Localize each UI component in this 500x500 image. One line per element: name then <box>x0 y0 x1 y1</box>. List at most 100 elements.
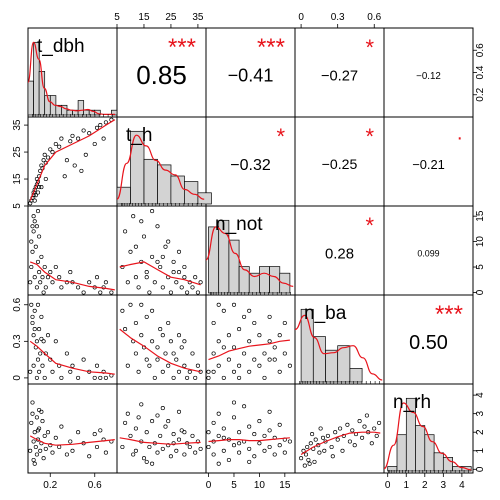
correlation-t_dbh-n_rh: −0.12 <box>416 71 441 82</box>
scatter-point <box>182 339 187 344</box>
scatter-point <box>377 420 382 425</box>
scatter-point <box>247 369 252 374</box>
scatter-point <box>139 402 144 407</box>
tick-label: 3 <box>475 410 486 416</box>
density-line <box>383 402 472 471</box>
scatter-point <box>40 275 45 280</box>
tick-label: 5 <box>12 203 23 209</box>
scatter-point <box>131 214 136 219</box>
correlation-t_dbh-t_h: 0.85*** <box>136 34 196 90</box>
histogram-bar <box>433 452 444 472</box>
scatter-point <box>226 457 231 463</box>
scatter-point <box>31 214 36 219</box>
scatter-point <box>42 152 47 157</box>
smooth-line <box>300 431 381 456</box>
scatter-point <box>221 426 226 431</box>
scatter-point <box>247 308 252 313</box>
scatter-point <box>150 209 155 214</box>
scatter-point <box>350 428 355 433</box>
scatter-point <box>242 351 247 356</box>
scatter-point <box>211 420 216 425</box>
scatter-point <box>29 239 34 244</box>
scatter-point <box>163 424 168 429</box>
tick-label: 3 <box>441 480 447 491</box>
tick-label: 0.6 <box>367 12 381 23</box>
scatter-point <box>252 320 257 326</box>
scatter-point <box>171 432 176 437</box>
tick-label: 15 <box>475 210 486 222</box>
scatter-point <box>257 441 262 446</box>
scatter-point <box>211 369 216 374</box>
scatter-point <box>231 369 237 374</box>
scatter-point <box>59 424 64 429</box>
scatter-point <box>166 239 171 244</box>
scatter-point <box>190 351 195 356</box>
tick-label: 5 <box>475 264 486 270</box>
scatter-point <box>139 302 144 307</box>
scatter-point <box>136 285 141 290</box>
scatter-point <box>174 280 179 285</box>
scatter-point <box>176 270 182 275</box>
scatter-point <box>231 400 237 405</box>
scatter-point <box>39 314 44 319</box>
scatter-point <box>33 444 38 450</box>
scatter-point <box>103 375 108 380</box>
scatter-point <box>34 339 39 344</box>
scatter-point <box>39 185 44 190</box>
scatter-point <box>187 369 192 374</box>
scatter-point <box>144 275 149 280</box>
scatter-point <box>221 308 226 313</box>
histogram-bar <box>325 349 339 383</box>
scatter-point <box>369 441 374 446</box>
tick-label: 2 <box>422 480 428 491</box>
scatter-point <box>182 430 187 435</box>
scatter-panel-n_rh-vs-n_not <box>206 400 292 466</box>
scatter-point <box>133 351 138 356</box>
scatter-point <box>123 229 128 234</box>
scatter-point <box>30 249 35 254</box>
scatter-point <box>125 280 130 285</box>
scatter-point <box>62 174 67 179</box>
scatter-point <box>307 461 312 466</box>
scatter-point <box>37 270 42 275</box>
scatter-point <box>182 275 187 280</box>
scatter-point <box>103 120 108 125</box>
scatter-point <box>35 302 41 307</box>
scatter-point <box>160 254 165 259</box>
scatter-point <box>174 448 179 453</box>
tick-label: 15 <box>279 480 291 491</box>
scatter-point <box>125 411 130 416</box>
scatter-point <box>155 413 160 418</box>
correlation-n_not-n_rh: 0.099 <box>417 249 439 259</box>
scatter-point <box>176 249 182 254</box>
significance-stars: * <box>365 213 374 238</box>
scatter-point <box>42 264 47 270</box>
scatter-point <box>221 345 226 350</box>
scatter-point <box>299 456 304 461</box>
scatter-point <box>168 454 173 459</box>
smooth-line <box>119 261 201 286</box>
scatter-point <box>48 443 53 448</box>
scatter-point <box>50 369 55 374</box>
scatter-point <box>50 150 55 155</box>
scatter-point <box>133 320 138 326</box>
scatter-point <box>83 152 88 157</box>
scatter-point <box>34 375 39 380</box>
scatter-panel-n_rh-vs-n_ba <box>299 413 382 468</box>
scatter-point <box>35 357 41 362</box>
scatter-point <box>211 320 216 326</box>
scatter-point <box>306 457 311 463</box>
scatter-point <box>133 244 138 249</box>
tick-label: 0 <box>12 375 23 381</box>
significance-stars: *** <box>257 34 285 61</box>
scatter-point <box>133 448 138 453</box>
scatter-point <box>41 290 46 295</box>
scatter-point <box>53 264 58 270</box>
scatter-point <box>34 415 39 420</box>
scatter-point <box>155 345 160 350</box>
histogram-bar <box>424 434 435 472</box>
scatter-point <box>68 270 73 275</box>
scatter-point <box>31 457 36 463</box>
scatter-point <box>43 446 48 451</box>
tick-label: 10 <box>475 236 486 248</box>
